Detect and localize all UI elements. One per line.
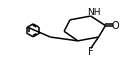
- Text: NH: NH: [87, 8, 100, 17]
- Text: O: O: [112, 21, 119, 31]
- Text: F: F: [88, 47, 93, 57]
